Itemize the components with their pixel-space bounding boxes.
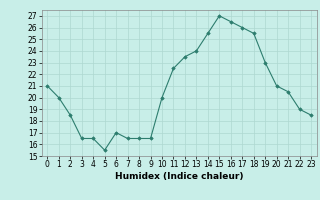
X-axis label: Humidex (Indice chaleur): Humidex (Indice chaleur) <box>115 172 244 181</box>
